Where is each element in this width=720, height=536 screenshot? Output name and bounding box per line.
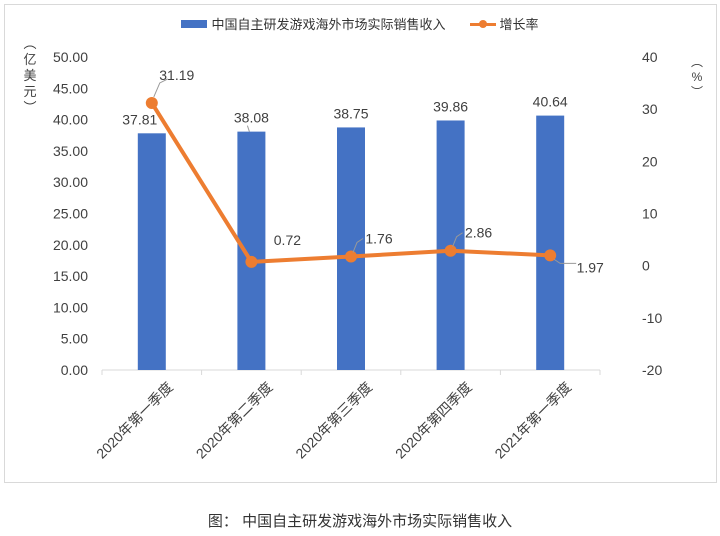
growth-rate-marker [245, 255, 258, 268]
right-axis-unit: ︶ [691, 85, 703, 99]
x-axis-category-label: 2021年第一季度 [491, 379, 574, 462]
x-axis-category-label: 2020年第四季度 [392, 379, 475, 462]
left-axis-tick: 25.00 [53, 206, 88, 222]
left-axis-unit: 亿 [23, 52, 36, 67]
bar-value-label: 38.08 [234, 110, 269, 126]
left-axis-tick: 20.00 [53, 237, 88, 253]
right-axis-tick: 10 [642, 206, 658, 222]
bar-value-label: 37.81 [122, 111, 157, 127]
growth-value-label: 0.72 [274, 232, 301, 248]
label-leader-line [246, 125, 250, 132]
right-axis-tick: -20 [642, 362, 662, 378]
bar-value-label: 40.64 [533, 94, 568, 110]
revenue-bar [137, 133, 166, 370]
x-axis-category-label: 2020年第一季度 [93, 379, 176, 462]
x-axis-category-label: 2020年第三季度 [292, 379, 375, 462]
label-leader-line [553, 258, 577, 264]
left-axis-tick: 35.00 [53, 143, 88, 159]
combo-chart: 50.00 45.00 40.00 35.00 30.00 25.00 20.00 15.00… [23, 36, 703, 462]
legend-item-revenue: 中国自主研发游戏海外市场实际销售收入 [181, 14, 446, 33]
bar-swatch-icon [181, 19, 208, 28]
growth-value-label: 31.19 [159, 67, 194, 83]
bar-value-label: 38.75 [333, 105, 368, 121]
growth-rate-marker [544, 249, 557, 262]
growth-value-label: 1.97 [577, 259, 604, 275]
label-leader-line [153, 78, 169, 98]
growth-value-label: 1.76 [365, 230, 392, 246]
growth-value-label: 2.86 [465, 225, 492, 241]
left-axis-unit: ︶ [23, 100, 36, 115]
legend-label-growth: 增长率 [499, 17, 539, 32]
legend-label-revenue: 中国自主研发游戏海外市场实际销售收入 [211, 17, 446, 32]
left-axis-tick: 30.00 [53, 174, 88, 190]
left-axis-tick: 50.00 [53, 49, 88, 65]
right-axis-unit: ︵ [691, 55, 703, 69]
revenue-bar [536, 115, 565, 370]
right-axis-tick: 40 [642, 49, 658, 65]
growth-rate-marker [145, 96, 158, 109]
chart-legend: 中国自主研发游戏海外市场实际销售收入 增长率 [0, 14, 720, 33]
left-axis-tick: 5.00 [61, 331, 88, 347]
right-axis-tick: 20 [642, 153, 658, 169]
left-axis-tick: 15.00 [53, 268, 88, 284]
revenue-bar [237, 131, 266, 370]
left-axis-tick: 40.00 [53, 112, 88, 128]
right-axis-unit: % [692, 70, 703, 84]
growth-rate-marker [345, 250, 357, 263]
right-axis-tick: 30 [642, 101, 658, 117]
x-axis-category-label: 2020年第二季度 [193, 379, 276, 462]
bar-value-label: 39.86 [433, 98, 468, 114]
right-axis-tick: 0 [642, 258, 650, 274]
revenue-bar [337, 127, 365, 370]
label-leader-line [352, 238, 364, 253]
figure-caption: 图： 中国自主研发游戏海外市场实际销售收入 [207, 513, 513, 530]
right-axis-tick: -10 [642, 310, 662, 326]
left-axis-tick: 0.00 [61, 362, 88, 378]
left-axis-unit: 美 [23, 68, 36, 83]
label-leader-line [452, 232, 463, 247]
line-swatch-icon [469, 19, 496, 29]
growth-rate-marker [444, 244, 457, 257]
left-axis-unit: 元 [23, 84, 36, 99]
left-axis-tick: 10.00 [53, 299, 88, 315]
legend-item-growth: 增长率 [469, 14, 539, 33]
left-axis-tick: 45.00 [53, 80, 88, 96]
left-axis-unit: ︵ [23, 36, 36, 51]
